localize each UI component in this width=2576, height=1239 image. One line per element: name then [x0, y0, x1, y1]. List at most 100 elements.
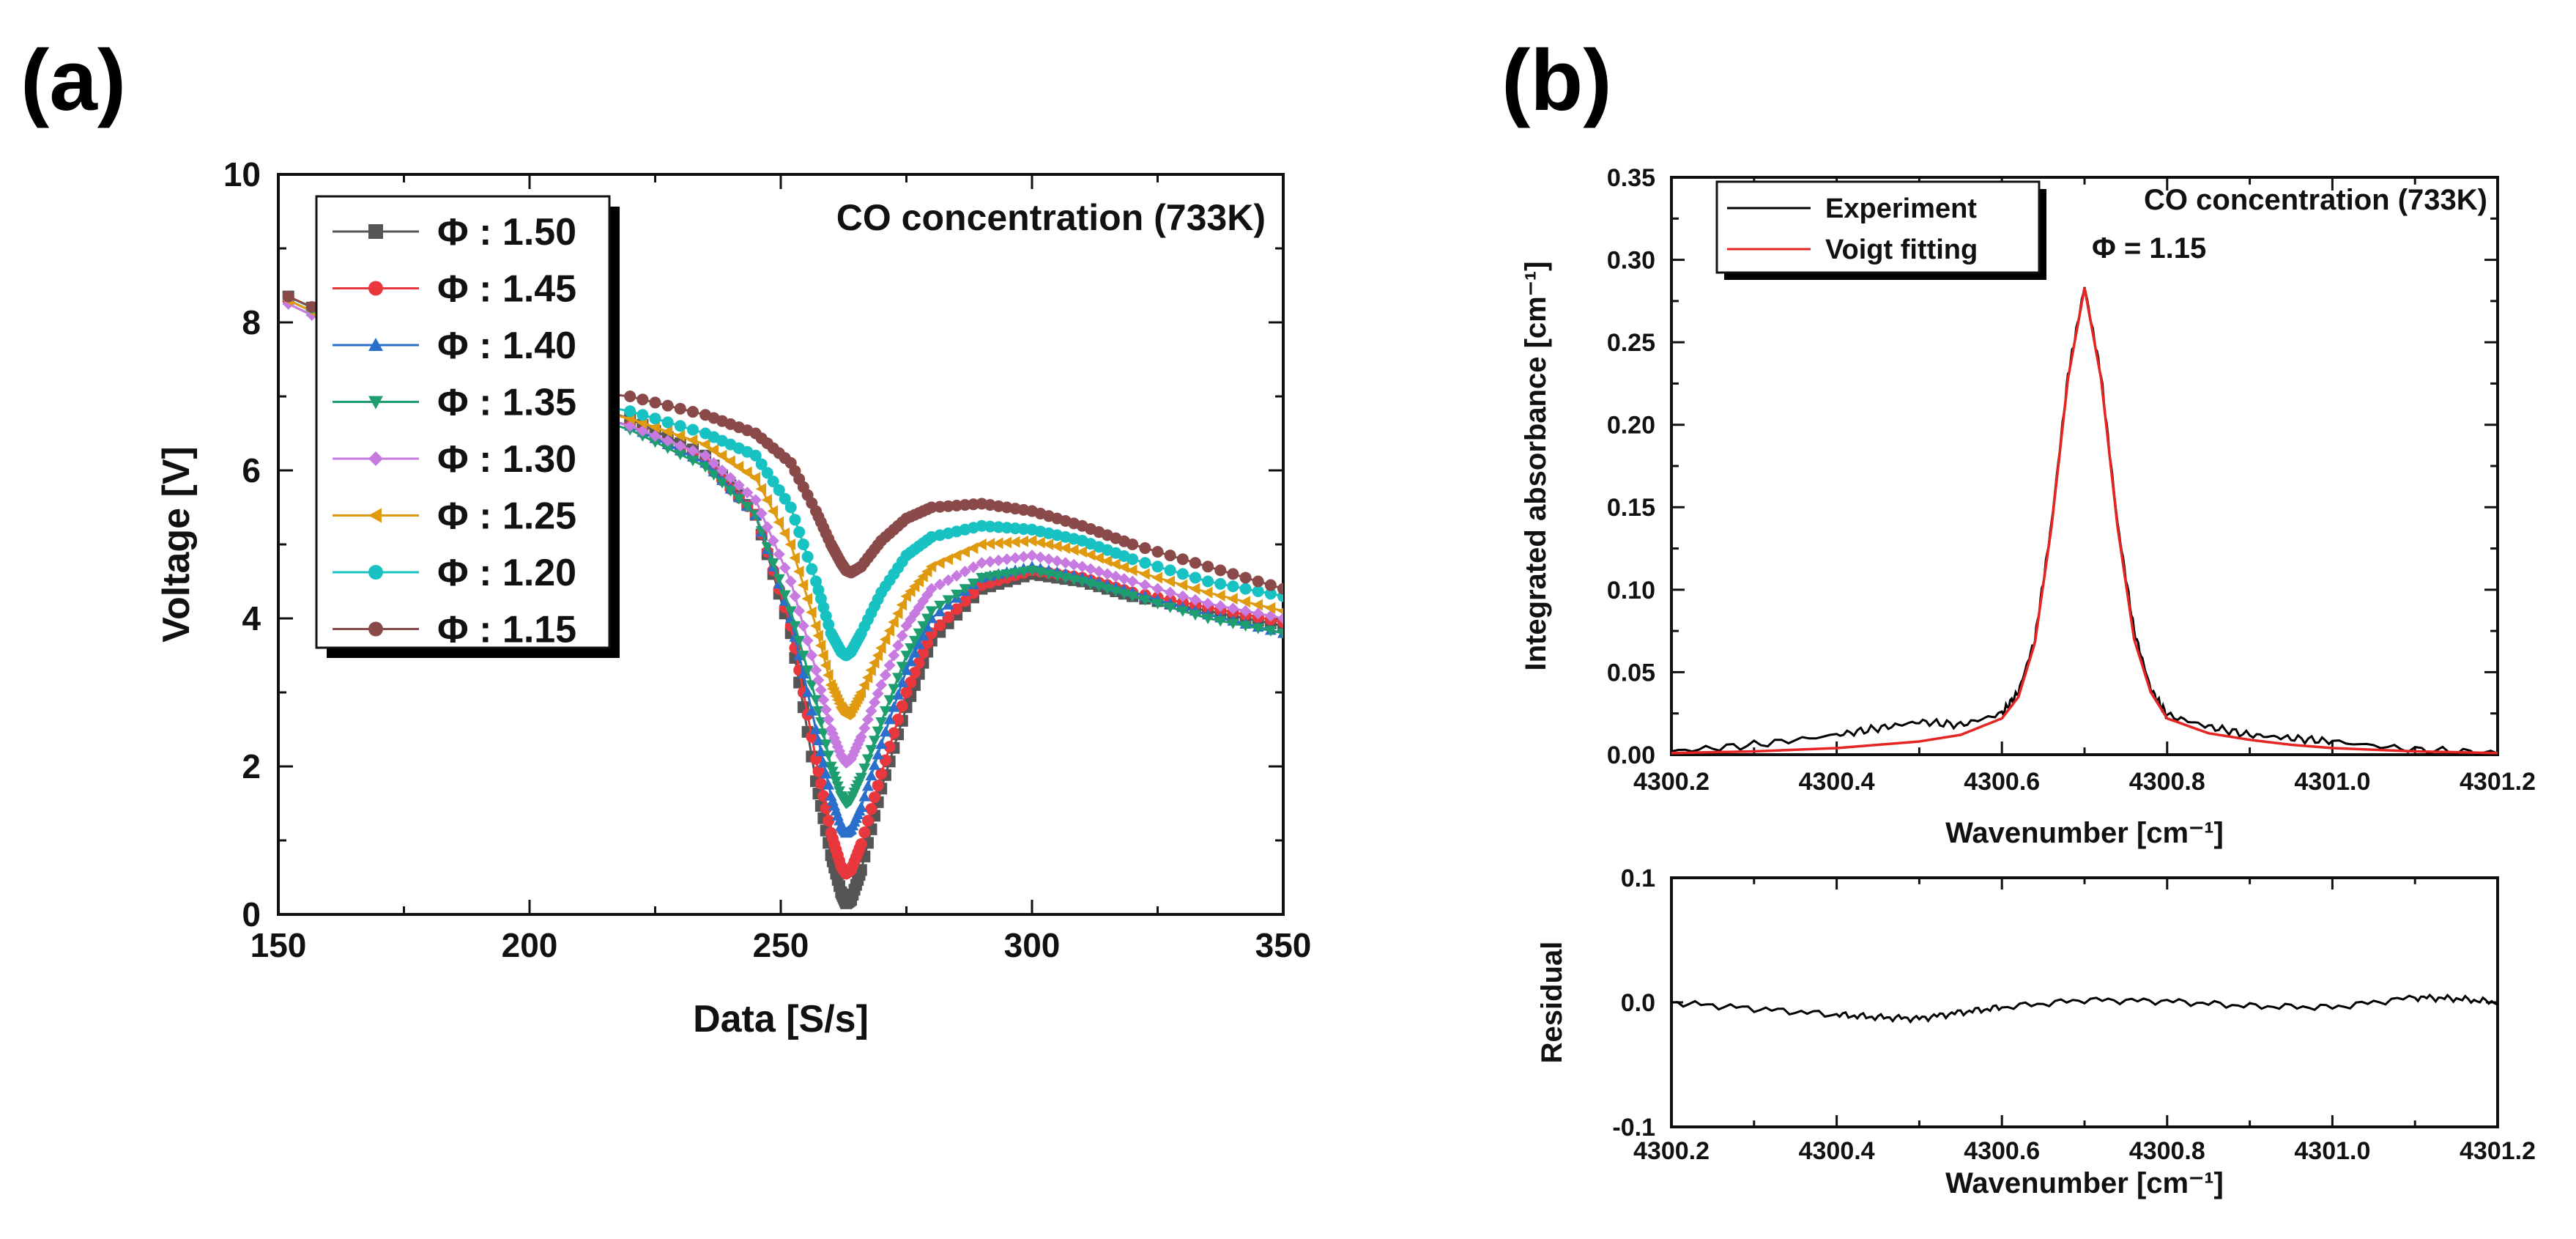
data-point: [888, 684, 900, 695]
data-point: [992, 537, 1003, 550]
data-point: [801, 665, 814, 676]
legend-item: Φ : 1.50: [333, 211, 576, 254]
legend-label: Φ : 1.20: [437, 552, 576, 594]
data-point: [855, 801, 867, 812]
data-point: [1252, 575, 1264, 588]
data-point: [959, 499, 971, 511]
data-point: [812, 629, 823, 642]
data-point: [900, 664, 913, 676]
x-tick-label: 4300.8: [2129, 1137, 2205, 1165]
data-point: [814, 640, 826, 652]
data-point: [1214, 577, 1227, 590]
data-point: [1164, 575, 1176, 588]
y-tick-label: 0.00: [1607, 741, 1655, 769]
data-point: [817, 649, 828, 662]
legend-marker: [368, 281, 383, 296]
data-point: [817, 756, 830, 768]
x-axis-label: Data [S/s]: [693, 998, 869, 1040]
data-point: [767, 534, 779, 547]
x-tick-label: 350: [1255, 926, 1312, 964]
data-point: [810, 723, 823, 734]
data-point: [741, 487, 754, 499]
data-point: [1068, 558, 1080, 571]
data-point: [784, 606, 797, 617]
data-point: [797, 539, 809, 550]
data-point: [797, 667, 809, 679]
data-point: [741, 502, 754, 513]
data-point: [806, 563, 818, 575]
data-point: [755, 507, 768, 519]
data-point: [716, 478, 728, 489]
data-point: [892, 689, 905, 700]
data-point: [812, 674, 825, 687]
data-point: [761, 541, 773, 553]
y-tick-label: 0.0: [1621, 989, 1655, 1017]
data-point: [905, 643, 917, 654]
data-point: [649, 396, 661, 409]
data-point: [793, 526, 806, 539]
data-point: [967, 561, 979, 574]
data-point: [767, 476, 779, 488]
series-experiment: [1671, 286, 2498, 755]
data-point: [1017, 535, 1028, 547]
data-point: [1176, 568, 1189, 580]
data-point: [855, 687, 866, 698]
data-point: [869, 657, 880, 669]
data-point: [686, 434, 698, 446]
data-point: [1151, 546, 1164, 558]
y-axis-label: Integrated absorbance [cm⁻¹]: [1520, 261, 1552, 670]
data-point: [1026, 565, 1038, 577]
data-point: [1227, 618, 1239, 629]
data-point: [959, 546, 970, 558]
data-point: [976, 519, 988, 532]
data-point: [1239, 604, 1252, 617]
data-point: [305, 300, 318, 313]
data-point: [1042, 539, 1054, 550]
data-point: [661, 425, 673, 437]
data-point: [1017, 566, 1030, 578]
data-point: [797, 651, 809, 662]
legend-box: [1715, 180, 2041, 274]
data-point: [1126, 553, 1139, 566]
data-point: [1118, 561, 1129, 574]
legend-item: Experiment: [1727, 193, 1977, 224]
data-point: [865, 769, 877, 781]
panel-b-label: (b): [1502, 32, 1612, 129]
legend-marker: [368, 565, 383, 580]
x-tick-label: 4300.2: [1633, 1137, 1710, 1165]
x-tick-label: 250: [753, 926, 809, 964]
data-point: [1034, 551, 1047, 563]
x-tick-label: 4300.6: [1964, 1137, 2040, 1165]
data-point: [1139, 568, 1150, 580]
data-point: [976, 573, 988, 584]
data-point: [649, 429, 661, 442]
legend: Experiment Voigt fitting: [1715, 180, 2046, 280]
data-point: [1214, 564, 1227, 577]
data-point: [942, 553, 954, 566]
y-axis-label: Voltage [V]: [155, 446, 198, 643]
data-point: [812, 734, 825, 746]
legend-label: Φ : 1.45: [437, 268, 576, 311]
data-point: [1009, 568, 1022, 579]
data-point: [674, 440, 686, 452]
data-point: [1164, 564, 1176, 577]
data-point: [992, 554, 1005, 566]
data-point: [1264, 588, 1277, 600]
data-point: [773, 516, 784, 528]
data-point: [732, 479, 745, 492]
chart-b: 4300.2 4300.4 4300.6 4300.8 4301.0 4301.2 0.00…: [1520, 164, 2536, 849]
y-tick-label: 0: [242, 895, 261, 933]
data-point: [879, 633, 891, 646]
x-tick-label: 300: [1004, 926, 1061, 964]
x-tick-label: 150: [250, 926, 307, 964]
data-point: [1202, 597, 1214, 610]
y-tick-label: 6: [242, 451, 261, 489]
data-point: [1126, 539, 1139, 550]
data-point: [741, 466, 752, 478]
data-point: [773, 574, 785, 585]
data-point: [925, 501, 938, 514]
y-tick-label: 10: [223, 155, 261, 193]
data-point: [872, 687, 884, 700]
data-point: [984, 520, 996, 533]
data-point: [908, 667, 921, 679]
